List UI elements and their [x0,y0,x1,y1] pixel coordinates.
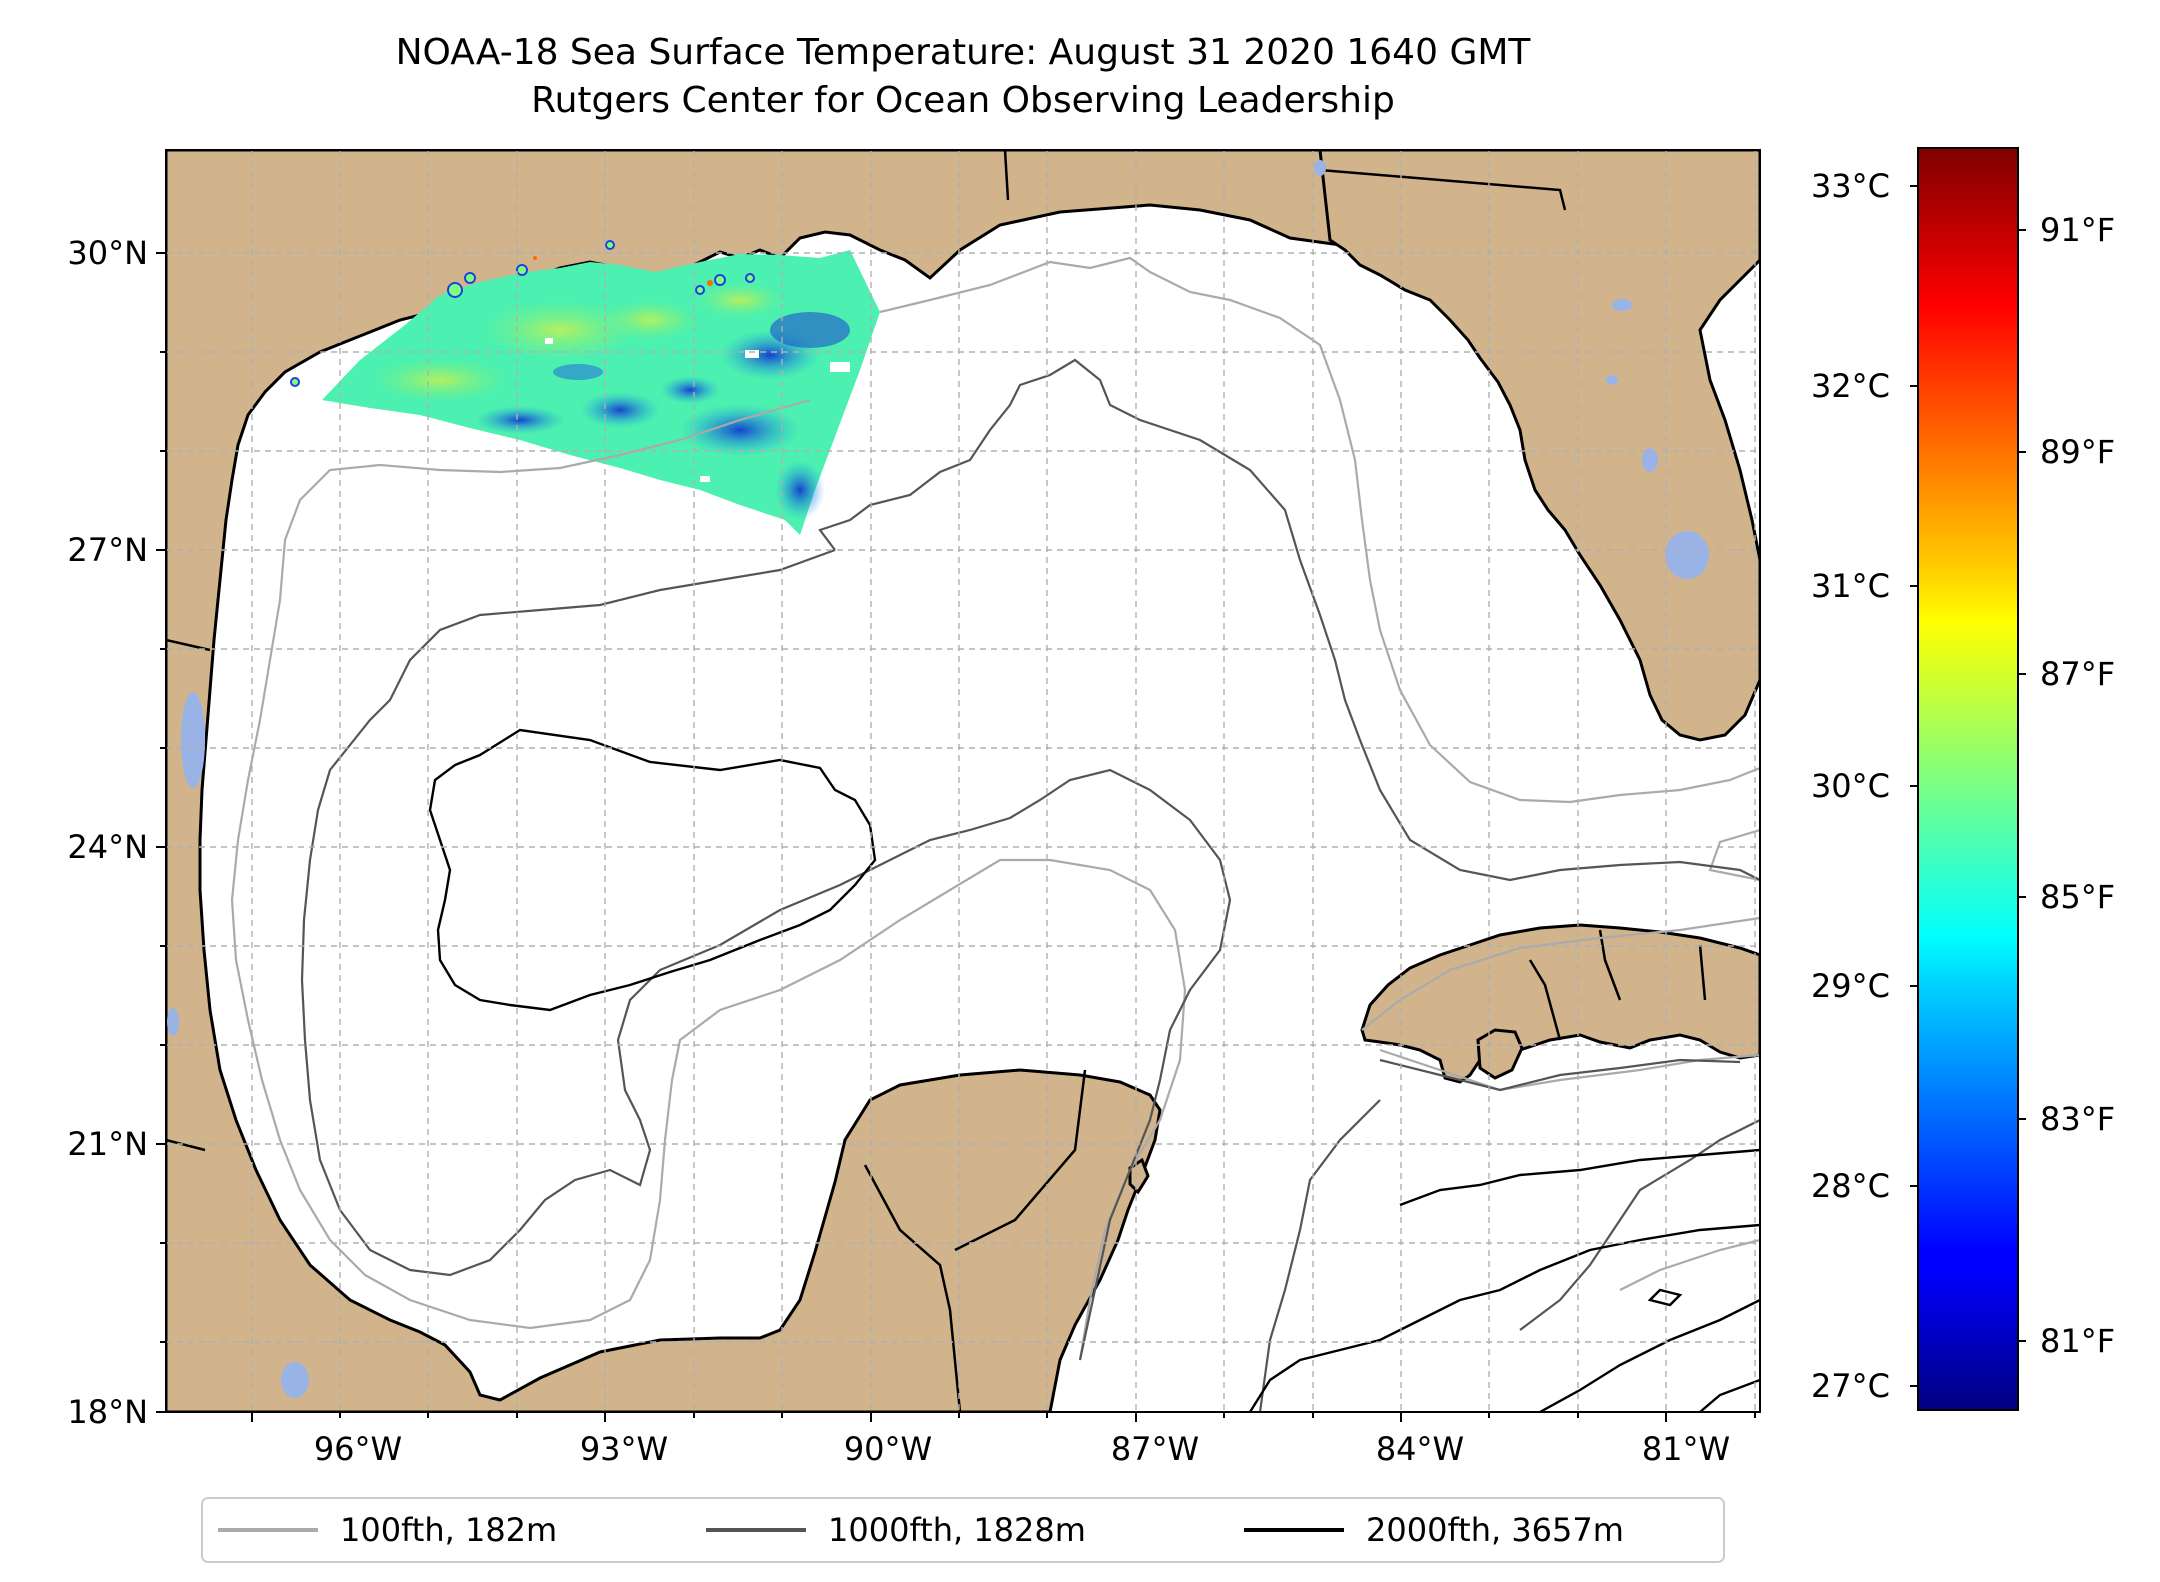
lon-label-87w: 87°W [1111,1430,1199,1468]
cbar-f-85: 85°F [2040,878,2115,916]
cbar-f-89: 89°F [2040,433,2115,471]
colorbar-fahrenheit-ticks [2018,229,2026,1342]
lat-label-30n: 30°N [67,234,148,272]
lake [181,692,205,788]
colorbar-celsius-labels: 33°C 32°C 31°C 30°C 29°C 28°C 27°C [1811,167,1890,1405]
cbar-c-28: 28°C [1811,1167,1890,1205]
lake [1642,448,1658,472]
cbar-f-83: 83°F [2040,1100,2115,1138]
sst-swath [290,240,880,535]
lon-label-84w: 84°W [1376,1430,1464,1468]
lake [1665,531,1709,579]
cbar-f-87: 87°F [2040,655,2115,693]
contour-2000fth [428,728,1760,1412]
legend-label-2000fth: 2000fth, 3657m [1366,1511,1624,1549]
colorbar-gradient [1917,147,2019,1411]
lon-label-96w: 96°W [314,1430,402,1468]
colorbar-celsius-ticks [1910,185,1918,1387]
lat-label-27n: 27°N [67,531,148,569]
cbar-c-32: 32°C [1811,367,1890,405]
lake [281,1362,309,1398]
map-frame [165,149,1761,1413]
cbar-c-31: 31°C [1811,567,1890,605]
land-layer [166,150,1760,1412]
legend-box [201,1497,1725,1563]
lon-label-93w: 93°W [580,1430,668,1468]
map-ticks [156,252,1756,1422]
cbar-c-30: 30°C [1811,767,1890,805]
lake [1612,299,1632,311]
map-panel [166,150,1760,1412]
land-florida [1318,150,1760,742]
lat-label-21n: 21°N [67,1125,148,1163]
lake [167,1008,179,1036]
colorbar-fahrenheit-labels: 91°F 89°F 87°F 85°F 83°F 81°F [2040,211,2115,1360]
cbar-f-91: 91°F [2040,211,2115,249]
legend-label-100fth: 100fth, 182m [340,1511,557,1549]
title-line-2: Rutgers Center for Ocean Observing Leade… [531,80,1395,121]
title-line-1: NOAA-18 Sea Surface Temperature: August … [396,32,1532,73]
lon-label-90w: 90°W [844,1430,932,1468]
legend: 100fth, 182m 1000fth, 1828m 2000fth, 365… [201,1497,1725,1563]
cbar-c-33: 33°C [1811,167,1890,205]
contour-100fth [230,256,1760,1361]
lon-label-81w: 81°W [1642,1430,1730,1468]
cbar-f-81: 81°F [2040,1322,2115,1360]
legend-label-1000fth: 1000fth, 1828m [828,1511,1086,1549]
graticule [166,150,1760,1412]
land-borders [166,150,1707,1412]
sst-swath-fill [322,250,880,535]
land-north-america-west [166,150,1702,1412]
contour-1000fth [300,358,1760,1412]
lakes-layer [167,160,1709,1398]
lake [1606,375,1618,385]
colorbar: 33°C 32°C 31°C 30°C 29°C 28°C 27°C 91°F … [1811,147,2115,1411]
land-cozumel [1128,1157,1150,1195]
latitude-labels: 30°N 27°N 24°N 21°N 18°N [67,234,148,1431]
cbar-c-29: 29°C [1811,967,1890,1005]
longitude-labels: 96°W 93°W 90°W 87°W 84°W 81°W [314,1430,1730,1468]
lake [1314,160,1326,176]
cbar-c-27: 27°C [1811,1367,1890,1405]
lat-label-18n: 18°N [67,1393,148,1431]
lat-label-24n: 24°N [67,828,148,866]
